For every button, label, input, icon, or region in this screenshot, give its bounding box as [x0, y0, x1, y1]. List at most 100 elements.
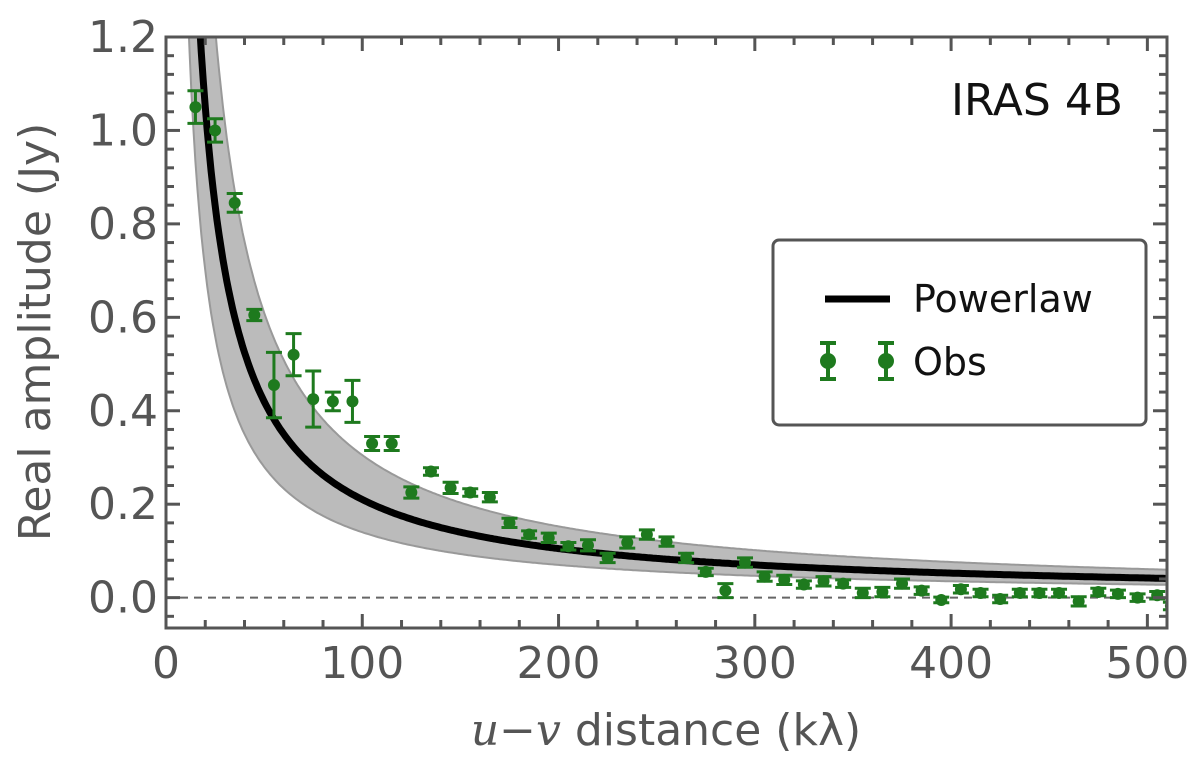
y-tick-label: 0.2	[88, 479, 158, 530]
obs-point	[207, 117, 224, 144]
x-tick-label: 400	[909, 638, 993, 689]
obs-point	[540, 531, 557, 545]
obs-marker	[954, 583, 967, 596]
obs-marker	[287, 348, 300, 361]
obs-marker	[1111, 587, 1124, 600]
obs-marker	[817, 575, 830, 588]
obs-marker	[1092, 586, 1105, 599]
legend-obs-label: Obs	[913, 340, 987, 384]
y-tick-label: 0.8	[88, 199, 158, 250]
legend-box	[771, 238, 1148, 427]
obs-point	[1031, 586, 1048, 599]
obs-point	[1149, 589, 1166, 602]
x-tick-label: 100	[320, 638, 404, 689]
x-tick-label: 500	[1105, 638, 1189, 689]
obs-point	[1070, 595, 1087, 608]
obs-marker	[935, 593, 948, 606]
obs-marker	[680, 551, 693, 564]
obs-marker	[1053, 586, 1066, 599]
obs-marker	[621, 536, 634, 549]
obs-point	[383, 434, 400, 452]
obs-marker	[189, 101, 202, 114]
x-tick-label: 200	[517, 638, 601, 689]
obs-point	[403, 485, 420, 500]
obs-marker	[248, 308, 261, 321]
obs-marker	[444, 481, 457, 494]
obs-marker	[1131, 591, 1144, 604]
obs-marker	[326, 395, 339, 408]
obs-marker	[424, 465, 437, 478]
obs-point	[717, 582, 734, 600]
obs-point	[854, 586, 871, 600]
obs-marker	[994, 593, 1007, 606]
obs-point	[756, 570, 773, 583]
obs-point	[599, 551, 616, 565]
obs-marker	[366, 437, 379, 450]
y-tick-label: 1.0	[88, 105, 158, 156]
obs-point	[992, 593, 1009, 606]
obs-marker	[915, 584, 928, 597]
obs-marker	[581, 539, 594, 552]
obs-point	[422, 465, 439, 478]
obs-marker	[228, 196, 241, 209]
obs-marker	[778, 573, 791, 586]
y-tick-label: 1.2	[88, 12, 158, 63]
obs-point	[305, 369, 322, 429]
obs-point	[1090, 586, 1107, 599]
obs-marker	[523, 528, 536, 541]
y-axis-label: Real amplitude (Jy)	[10, 123, 61, 542]
obs-point	[678, 551, 695, 565]
x-tick-label: 300	[713, 638, 797, 689]
legend-powerlaw-label: Powerlaw	[913, 277, 1093, 321]
obs-marker	[1033, 586, 1046, 599]
obs-marker	[974, 586, 987, 599]
obs-point	[344, 378, 361, 424]
obs-marker	[562, 540, 575, 553]
y-tick-label: 0.4	[88, 386, 158, 437]
obs-point	[187, 89, 204, 125]
obs-point	[835, 577, 852, 590]
obs-point	[364, 434, 381, 452]
obs-point	[874, 585, 891, 599]
legend: Powerlaw Obs	[771, 238, 1148, 427]
obs-point	[658, 535, 675, 548]
obs-point	[737, 556, 754, 569]
obs-point	[560, 540, 577, 553]
obs-marker	[1151, 589, 1164, 602]
obs-marker	[405, 486, 418, 499]
obs-point	[933, 593, 950, 606]
obs-point	[776, 573, 793, 587]
obs-marker	[483, 491, 496, 504]
x-axis-label: u−v distance (kλ)	[471, 705, 861, 756]
obs-point	[1051, 586, 1068, 599]
obs-marker	[876, 586, 889, 599]
obs-point	[442, 480, 459, 495]
plot-frame	[164, 35, 1169, 630]
obs-marker	[856, 586, 869, 599]
obs-marker	[385, 437, 398, 450]
obs-marker	[1072, 595, 1085, 608]
obs-point	[462, 486, 479, 499]
obs-marker	[699, 565, 712, 578]
obs-point	[795, 578, 812, 591]
obs-point	[521, 528, 538, 541]
obs-point	[1129, 591, 1146, 604]
obs-point	[972, 586, 989, 599]
legend-obs-swatch	[820, 341, 894, 381]
obs-marker	[209, 124, 222, 137]
obs-marker	[601, 551, 614, 564]
obs-marker	[1013, 586, 1026, 599]
obs-marker	[660, 535, 673, 548]
obs-marker	[896, 577, 909, 590]
obs-marker	[797, 578, 810, 591]
obs-point	[894, 577, 911, 590]
obs-point	[1109, 587, 1126, 600]
x-tick-label: 0	[152, 638, 180, 689]
obs-point	[285, 332, 302, 378]
obs-marker	[542, 531, 555, 544]
obs-point	[619, 535, 636, 550]
y-tick-label: 0.0	[88, 573, 158, 624]
obs-marker	[307, 393, 320, 406]
target-name-annotation: IRAS 4B	[951, 75, 1123, 126]
